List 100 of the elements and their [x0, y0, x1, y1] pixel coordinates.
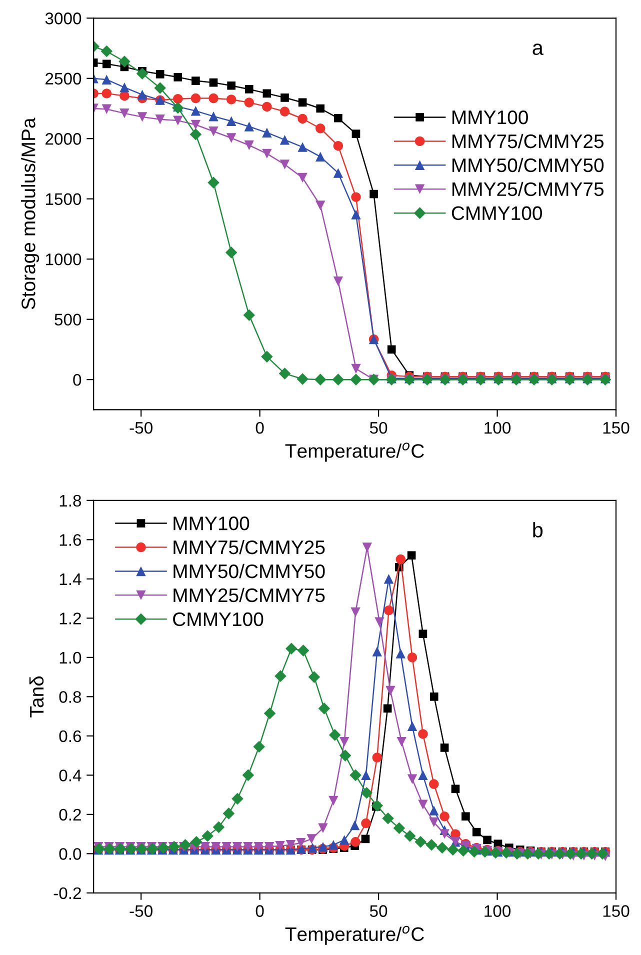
- point: [500, 846, 512, 859]
- point: [351, 192, 361, 202]
- point: [244, 85, 254, 94]
- point: [173, 116, 183, 126]
- point: [328, 840, 338, 850]
- point: [173, 94, 183, 104]
- point: [440, 744, 449, 752]
- point: [280, 93, 289, 102]
- point: [222, 808, 235, 820]
- point: [243, 309, 256, 322]
- point: [407, 652, 418, 662]
- x-tick-label: 100: [484, 905, 511, 917]
- point: [212, 821, 225, 834]
- point: [261, 350, 273, 363]
- y-tick-label: 3000: [45, 12, 82, 24]
- point: [429, 779, 439, 789]
- point: [298, 142, 308, 152]
- y-tick-label: 1.6: [60, 534, 82, 546]
- legend-label: MMY50/CMMY50: [452, 158, 604, 172]
- point: [404, 830, 416, 842]
- point: [472, 828, 481, 836]
- point: [396, 554, 406, 564]
- point: [426, 838, 438, 851]
- point: [286, 840, 296, 850]
- point: [118, 56, 130, 68]
- point: [211, 842, 221, 852]
- point: [522, 848, 534, 860]
- point: [225, 246, 238, 258]
- point: [209, 78, 218, 87]
- y-tick-label: 1.2: [60, 612, 81, 624]
- point: [350, 837, 360, 847]
- point: [120, 108, 130, 118]
- point: [339, 736, 350, 747]
- point: [243, 842, 253, 852]
- point: [226, 133, 236, 143]
- point: [102, 88, 112, 98]
- point: [254, 842, 264, 852]
- x-tick-label: 50: [370, 422, 388, 434]
- point: [396, 648, 406, 658]
- point: [244, 140, 254, 150]
- x-tick-label: 0: [256, 905, 264, 917]
- point: [457, 844, 470, 857]
- point: [372, 752, 382, 762]
- point: [190, 93, 201, 104]
- y-tick-label: 0.2: [59, 808, 81, 821]
- point: [575, 848, 587, 860]
- point: [440, 829, 450, 839]
- point: [339, 835, 350, 845]
- point: [280, 134, 290, 145]
- x-tick-label: -50: [130, 905, 152, 917]
- point: [350, 374, 362, 386]
- point: [222, 842, 232, 852]
- point: [328, 796, 338, 806]
- y-tick-label: 1.0: [60, 652, 82, 664]
- point: [483, 836, 492, 844]
- point: [208, 126, 218, 136]
- legend-label: MMY25/CMMY75: [174, 588, 325, 602]
- point: [532, 848, 544, 860]
- x-tick-label: 150: [603, 905, 630, 917]
- legend-label: CMMY100: [452, 206, 542, 220]
- point: [190, 120, 201, 130]
- x-tick-label: -50: [130, 422, 152, 434]
- point: [227, 81, 236, 90]
- point: [262, 102, 272, 112]
- point: [361, 834, 370, 844]
- point: [242, 769, 254, 782]
- point: [296, 838, 306, 848]
- y-axis-title: Storage modulus/MPa: [21, 118, 40, 310]
- y-tick-label: 0.0: [59, 848, 82, 860]
- legend-label: MMY25/CMMY75: [452, 182, 604, 196]
- point: [339, 750, 352, 762]
- point: [232, 792, 244, 805]
- point: [208, 93, 218, 104]
- point: [462, 812, 470, 821]
- x-tick-label: 100: [484, 422, 511, 434]
- point: [414, 836, 426, 848]
- point: [350, 769, 362, 782]
- x-axis-title: Temperature/$^{o}$C: [285, 926, 424, 945]
- point: [333, 276, 344, 286]
- point: [226, 116, 236, 126]
- point: [371, 800, 384, 812]
- y-tick-label: 0.4: [59, 770, 82, 782]
- point: [436, 842, 448, 854]
- point: [318, 702, 330, 714]
- point: [328, 729, 341, 741]
- point: [352, 130, 360, 138]
- point: [370, 190, 378, 198]
- y-tick-label: 1000: [46, 254, 82, 266]
- x-axis-title: Temperature/$^{o}$C: [285, 442, 424, 462]
- point: [382, 812, 394, 824]
- point: [286, 642, 298, 654]
- point: [396, 736, 406, 747]
- point: [468, 846, 480, 858]
- point: [274, 670, 286, 682]
- point: [316, 152, 326, 162]
- point: [174, 73, 182, 82]
- y-tick-label: 0.6: [59, 730, 82, 742]
- point: [361, 770, 371, 780]
- point: [102, 104, 112, 114]
- point: [440, 812, 450, 822]
